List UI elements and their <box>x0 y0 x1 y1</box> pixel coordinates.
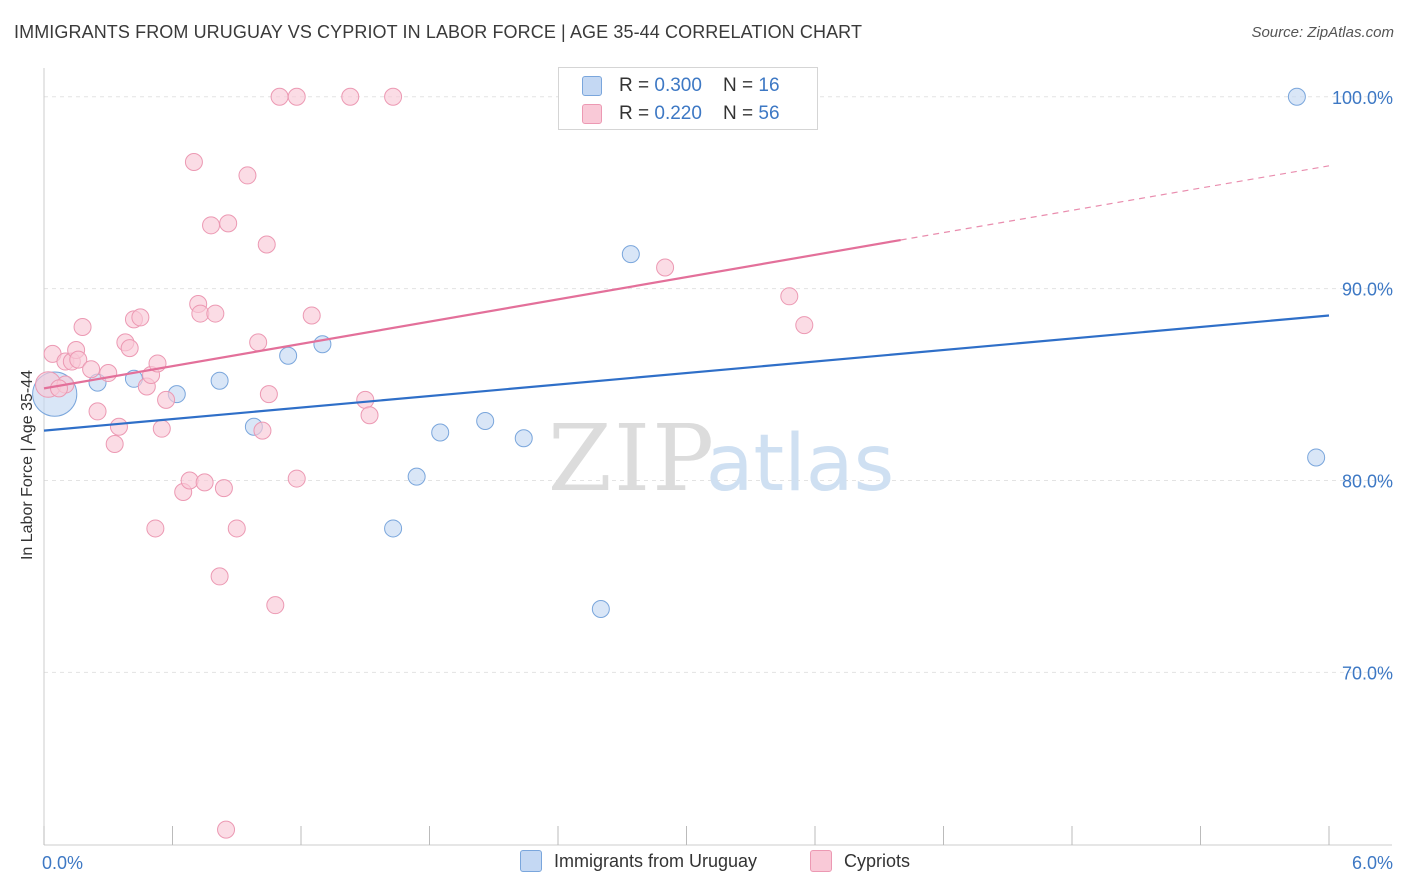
cypriots-point-45 <box>356 390 375 409</box>
y-tick-label-70: 70.0% <box>1342 663 1393 683</box>
cypriots-point-9 <box>88 402 107 421</box>
legend-uruguay-r-label: R = <box>619 75 655 96</box>
cypriots-point-12 <box>109 417 128 436</box>
legend-uruguay-n-label: N = <box>723 75 759 96</box>
legend-uruguay-text: R = 0.300 N = 16 <box>619 75 780 97</box>
cypriots-trend-line-extension <box>900 165 1330 241</box>
cypriots-point-16 <box>131 308 150 327</box>
cypriots-point-33 <box>219 214 238 233</box>
cypriots-point-6 <box>69 350 88 369</box>
stats-legend: R = 0.300 N = 16 R = 0.220 N = 56 <box>558 67 818 130</box>
uruguay-point-14 <box>621 245 640 264</box>
cypriots-point-42 <box>287 469 306 488</box>
uruguay-point-12 <box>514 429 533 448</box>
cypriots-point-25 <box>184 153 203 172</box>
legend-cypriots-n-label: N = <box>723 103 759 124</box>
legend-cypriots-n-value: 56 <box>758 103 780 124</box>
series-legend: Immigrants from Uruguay Cypriots <box>0 850 1406 880</box>
legend-uruguay-r-value: 0.300 <box>654 75 702 96</box>
cypriots-point-34 <box>227 519 246 538</box>
cypriots-point-21 <box>152 419 171 438</box>
watermark-atlas: atlas <box>706 419 895 509</box>
uruguay-point-8 <box>384 519 403 538</box>
cypriots-point-43 <box>302 306 321 325</box>
cypriots-point-27 <box>191 304 210 323</box>
cypriots-point-36 <box>249 333 268 352</box>
cypriots-point-14 <box>120 339 139 358</box>
uruguay-point-10 <box>431 423 450 442</box>
y-axis-label: In Labor Force | Age 35-44 <box>19 369 36 561</box>
stats-legend-row-cypriots: R = 0.220 N = 56 <box>582 100 780 128</box>
series-legend-cypriots[interactable]: Cypriots <box>810 850 910 872</box>
uruguay-point-4 <box>210 371 229 390</box>
series-legend-swatch-cypriots <box>810 850 832 872</box>
legend-cypriots-r-label: R = <box>619 103 655 124</box>
y-tick-label-90: 90.0% <box>1342 280 1393 300</box>
series-legend-label-uruguay: Immigrants from Uruguay <box>554 850 758 871</box>
cypriots-point-51 <box>656 258 675 277</box>
cypriots-point-37 <box>253 421 272 440</box>
cypriots-point-8 <box>82 360 101 379</box>
chart-title: IMMIGRANTS FROM URUGUAY VS CYPRIOT IN LA… <box>14 22 863 42</box>
series-legend-label-cypriots: Cypriots <box>844 850 911 871</box>
x-tick-label-max: 6.0% <box>1352 853 1393 873</box>
uruguay-point-13 <box>591 600 610 619</box>
cypriots-point-48 <box>217 820 236 839</box>
cypriots-point-30 <box>206 304 225 323</box>
cypriots-point-46 <box>360 406 379 425</box>
cypriots-point-40 <box>266 596 285 615</box>
series-legend-uruguay[interactable]: Immigrants from Uruguay <box>520 850 757 872</box>
cypriots-point-35 <box>238 166 257 185</box>
cypriots-point-24 <box>180 471 199 490</box>
cypriots-point-39 <box>259 385 278 404</box>
uruguay-point-15 <box>1287 87 1306 106</box>
cypriots-point-28 <box>195 473 214 492</box>
cypriots-point-7 <box>73 318 92 336</box>
watermark-zip: ZIP <box>548 405 716 512</box>
cypriots-point-53 <box>780 287 799 306</box>
cypriots-point-31 <box>210 567 229 586</box>
cypriots-point-32 <box>214 479 233 498</box>
y-axis-label-wrap: In Labor Force | Age 35-44 <box>16 300 40 630</box>
x-tick-label-min: 0.0% <box>42 853 83 873</box>
uruguay-point-11 <box>476 412 495 431</box>
y-tick-label-100: 100.0% <box>1332 88 1393 108</box>
cypriots-point-38 <box>257 235 276 254</box>
cypriots-trend-line <box>43 238 901 390</box>
cypriots-point-22 <box>157 390 176 409</box>
legend-swatch-uruguay <box>582 76 602 96</box>
cypriots-point-29 <box>202 216 221 235</box>
uruguay-point-6 <box>279 346 298 365</box>
uruguay-point-16 <box>1307 448 1326 467</box>
cypriots-point-47 <box>384 87 403 106</box>
cypriots-point-55 <box>49 379 68 398</box>
cypriots-point-19 <box>146 519 165 538</box>
cypriots-point-49 <box>287 87 306 106</box>
legend-cypriots-text: R = 0.220 N = 56 <box>619 103 780 125</box>
series-legend-swatch-uruguay <box>520 850 542 872</box>
uruguay-point-9 <box>407 467 426 486</box>
cypriots-point-41 <box>270 87 289 106</box>
stats-legend-row-uruguay: R = 0.300 N = 16 <box>582 72 780 100</box>
cypriots-point-11 <box>105 435 124 454</box>
legend-swatch-cypriots <box>582 104 602 124</box>
legend-cypriots-r-value: 0.220 <box>654 103 702 124</box>
source-label: Source: ZipAtlas.com <box>1251 24 1394 41</box>
y-tick-label-80: 80.0% <box>1342 471 1393 491</box>
cypriots-point-44 <box>341 87 360 106</box>
uruguay-trend-line <box>43 314 1330 432</box>
legend-uruguay-n-value: 16 <box>758 75 780 96</box>
cypriots-point-54 <box>795 316 814 335</box>
